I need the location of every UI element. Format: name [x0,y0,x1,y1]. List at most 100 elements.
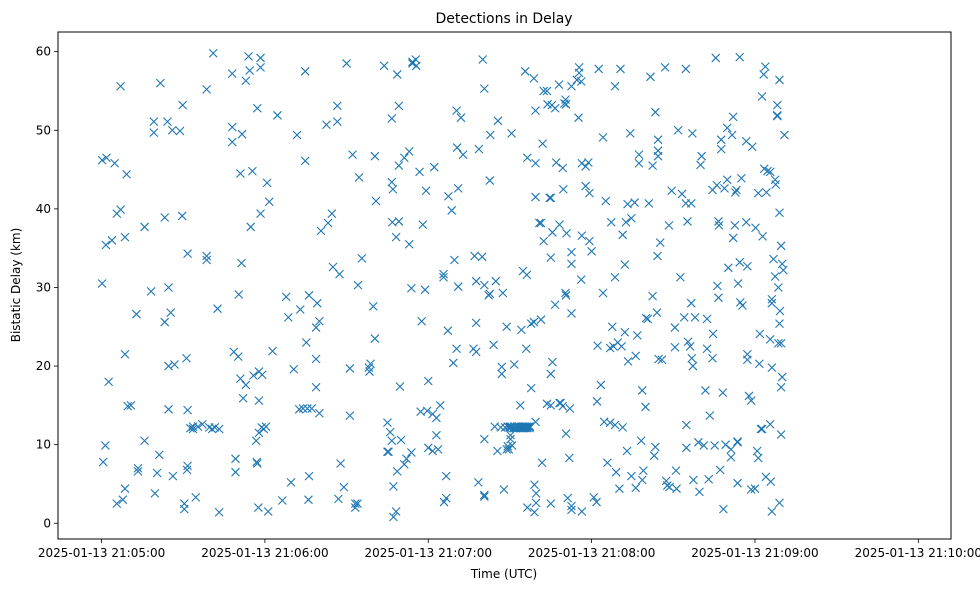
data-point-228 [471,347,481,357]
data-point-127 [311,323,321,332]
data-point-466 [695,487,704,497]
data-point-98 [256,62,265,72]
data-point-449 [677,189,687,199]
data-point-445 [671,466,681,476]
data-point-52 [185,423,195,433]
data-point-422 [644,198,654,208]
data-point-136 [332,117,342,126]
data-point-334 [550,103,560,113]
data-point-51 [183,405,192,415]
data-point-436 [657,355,667,365]
data-point-196 [421,186,431,196]
data-point-474 [705,411,715,420]
data-point-21 [133,467,143,476]
x-axis-label: Time (UTC) [470,567,537,581]
data-point-405 [623,356,633,366]
data-point-510 [736,173,746,183]
data-point-155 [368,301,378,311]
data-point-383 [601,196,611,206]
data-point-246 [493,116,503,126]
data-point-523 [752,446,762,456]
data-point-33 [160,317,170,327]
data-point-56 [193,422,203,431]
data-point-131 [316,226,326,236]
data-point-23 [140,436,149,446]
data-point-375 [592,497,601,507]
data-point-38 [166,308,176,318]
data-point-453 [681,443,691,453]
data-point-235 [479,492,489,501]
data-point-206 [435,400,445,410]
data-point-493 [722,123,732,133]
x-axis-ticks: 2025-01-13 21:05:00 2025-01-13 21:06:00 20… [38,539,980,560]
data-point-170 [389,512,398,522]
data-point-429 [652,308,662,318]
data-point-360 [574,113,583,123]
data-point-119 [301,338,311,347]
data-point-368 [581,162,591,171]
data-point-151 [357,253,367,263]
data-point-387 [606,217,616,227]
data-point-313 [531,498,541,508]
data-point-524 [753,453,763,463]
data-point-562 [776,382,786,392]
data-point-72 [231,467,240,477]
data-point-316 [536,315,546,325]
data-point-37 [164,361,173,371]
data-point-525 [753,188,763,198]
data-point-78 [237,258,246,268]
data-point-482 [714,217,723,226]
data-point-112 [289,364,299,374]
data-point-34 [163,117,172,126]
data-point-69 [227,122,237,132]
data-point-411 [631,483,641,493]
data-point-32 [160,213,170,222]
data-point-93 [253,503,263,512]
data-point-423 [646,72,655,82]
data-point-357 [567,259,576,269]
data-point-457 [685,342,695,351]
data-point-318 [538,139,548,149]
data-point-179 [396,435,406,445]
data-point-48 [182,465,192,475]
data-point-352 [565,404,575,413]
data-point-494 [723,263,733,273]
data-point-414 [634,158,644,168]
data-point-161 [383,447,392,457]
data-point-495 [726,452,736,462]
data-point-424 [648,161,657,171]
data-point-371 [585,188,594,198]
data-point-83 [244,51,253,61]
data-point-292 [521,344,531,354]
data-point-490 [720,184,729,193]
data-point-199 [423,443,433,453]
data-point-420 [641,313,651,323]
data-point-497 [727,130,737,140]
data-point-146 [350,499,360,509]
data-point-150 [354,173,364,182]
data-point-521 [750,484,760,494]
data-point-452 [681,64,691,74]
data-point-310 [531,158,540,168]
data-point-6 [110,158,120,168]
data-point-63 [208,48,218,58]
data-point-67 [214,507,224,517]
data-point-289 [520,66,530,76]
data-point-327 [546,369,556,379]
data-point-519 [746,396,756,406]
data-point-102 [261,422,271,431]
data-point-398 [618,230,628,240]
data-point-68 [227,69,237,79]
data-point-75 [234,290,244,299]
data-point-341 [558,163,568,173]
data-point-76 [236,374,245,384]
data-point-157 [370,151,380,161]
data-point-507 [735,52,745,62]
data-point-145 [348,150,357,160]
data-point-455 [683,217,692,226]
data-point-461 [687,129,697,138]
data-point-504 [733,437,742,447]
data-point-105 [264,197,274,207]
data-point-231 [477,252,487,262]
data-point-100 [257,370,267,380]
